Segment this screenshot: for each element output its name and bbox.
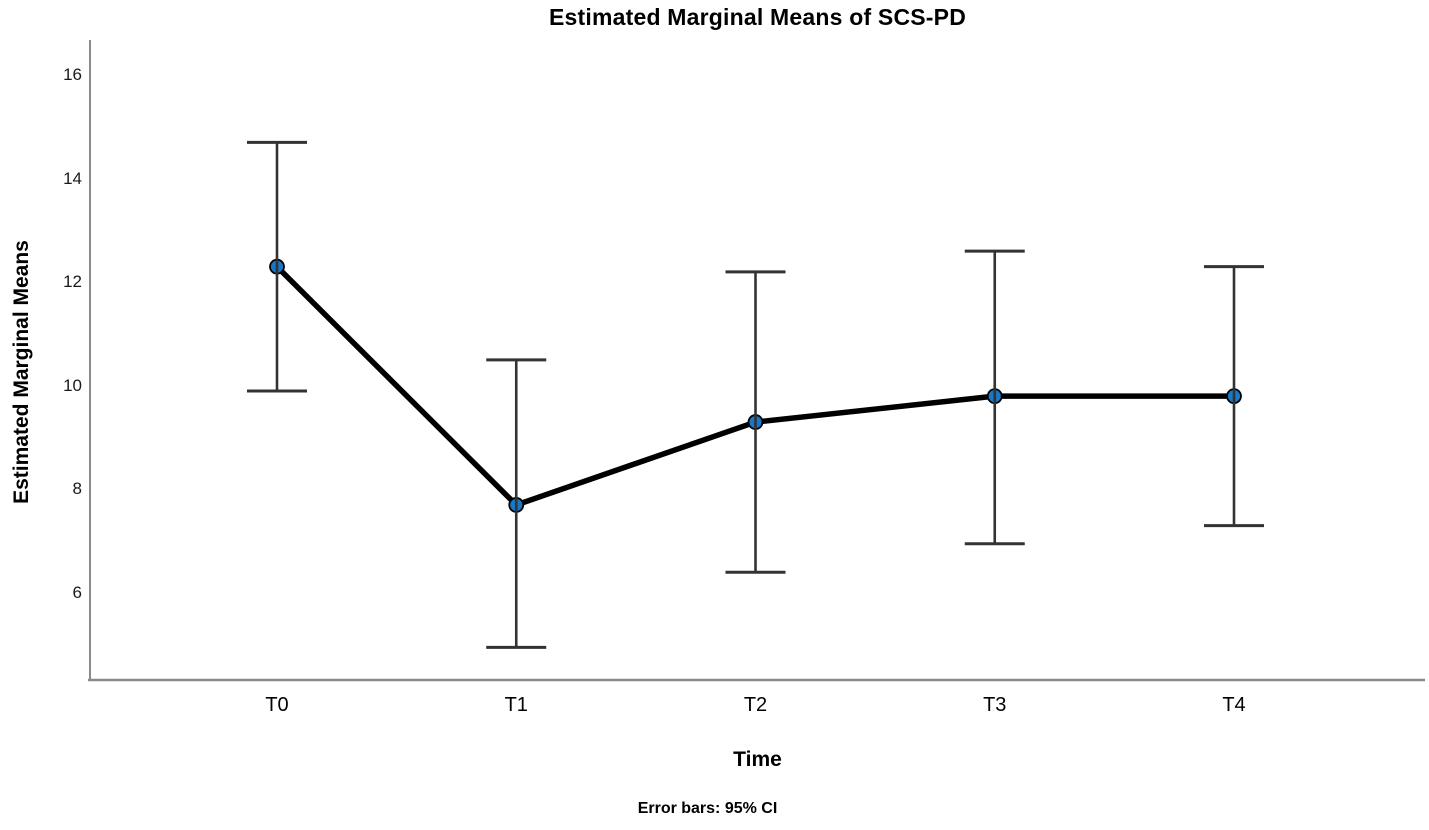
y-tick-label: 14 xyxy=(63,168,82,188)
x-tick-label: T0 xyxy=(265,694,289,716)
error-bars-footnote: Error bars: 95% CI xyxy=(637,800,778,817)
x-tick-label: T3 xyxy=(983,694,1007,716)
y-tick-label: 10 xyxy=(63,375,82,395)
x-tick-label: T2 xyxy=(743,694,768,716)
x-tick-label: T4 xyxy=(1222,694,1246,716)
x-axis-title: Time xyxy=(733,748,782,771)
chart-title: Estimated Marginal Means of SCS-PD xyxy=(548,4,967,30)
x-tick-label: T1 xyxy=(504,694,528,716)
y-tick-label: 8 xyxy=(72,479,82,499)
y-tick-label: 6 xyxy=(72,583,82,602)
y-tick-label: 12 xyxy=(63,272,82,292)
y-tick-label: 16 xyxy=(63,65,82,84)
